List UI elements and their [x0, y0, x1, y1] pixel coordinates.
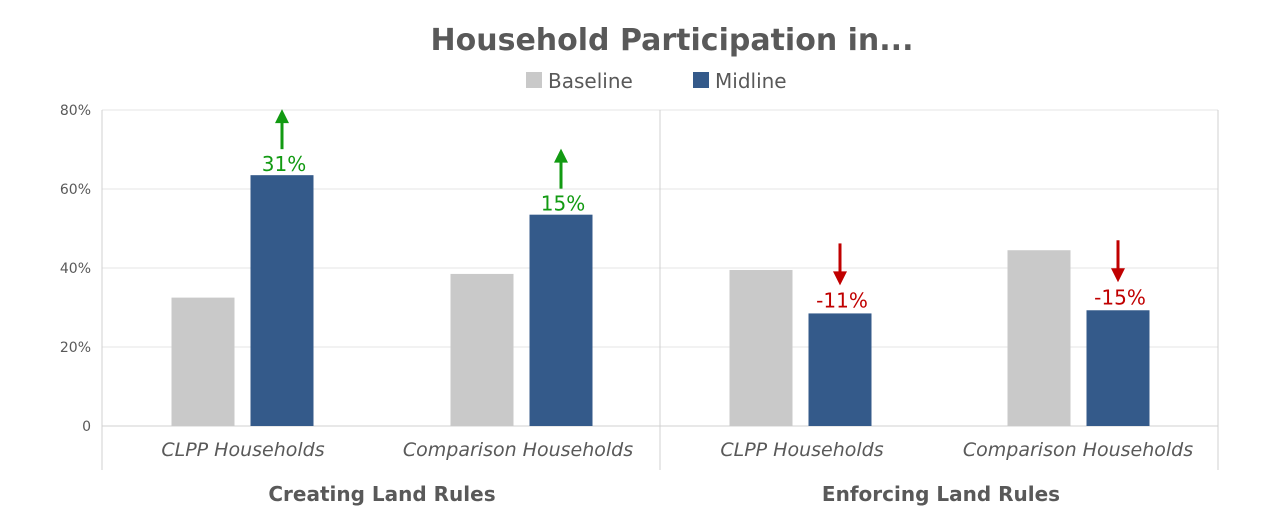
chart-title: Household Participation in... — [431, 23, 914, 58]
y-tick-label: 20% — [60, 340, 91, 356]
group-label: Creating Land Rules — [268, 482, 495, 506]
y-tick-label: 0 — [82, 419, 91, 435]
legend: Baseline Midline — [526, 69, 787, 93]
legend-swatch-midline — [693, 72, 709, 88]
change-label: -15% — [1094, 285, 1146, 309]
up-arrow-icon — [554, 148, 568, 163]
category-label: Comparison Households — [963, 439, 1193, 461]
change-annotations: 31% 15% -11% -15% — [262, 109, 1146, 312]
bar-midline — [250, 175, 314, 426]
bar-baseline — [1007, 250, 1071, 426]
down-arrow-icon — [1111, 268, 1125, 283]
bar-baseline — [171, 297, 235, 426]
category-label: Comparison Households — [403, 439, 633, 461]
change-label: -11% — [816, 288, 868, 312]
legend-label-baseline: Baseline — [548, 69, 633, 93]
bar-baseline — [729, 269, 793, 426]
y-tick-label: 80% — [60, 103, 91, 119]
bar-midline — [1086, 310, 1150, 426]
bar-midline — [529, 214, 593, 426]
y-tick-label: 60% — [60, 182, 91, 198]
legend-swatch-baseline — [526, 72, 542, 88]
axis-labels: 0 20% 40% 60% 80% Creating Land Rules CLPP Hou… — [60, 103, 1193, 506]
up-arrow-icon — [275, 109, 289, 124]
change-label: 31% — [262, 152, 306, 176]
bar-baseline — [450, 273, 514, 426]
category-label: CLPP Households — [720, 439, 883, 461]
legend-label-midline: Midline — [715, 69, 787, 93]
change-label: 15% — [541, 192, 585, 216]
bar-midline — [808, 313, 872, 426]
down-arrow-icon — [833, 271, 847, 286]
y-tick-label: 40% — [60, 261, 91, 277]
group-label: Enforcing Land Rules — [822, 482, 1060, 506]
bars — [171, 175, 1150, 426]
category-label: CLPP Households — [161, 439, 324, 461]
